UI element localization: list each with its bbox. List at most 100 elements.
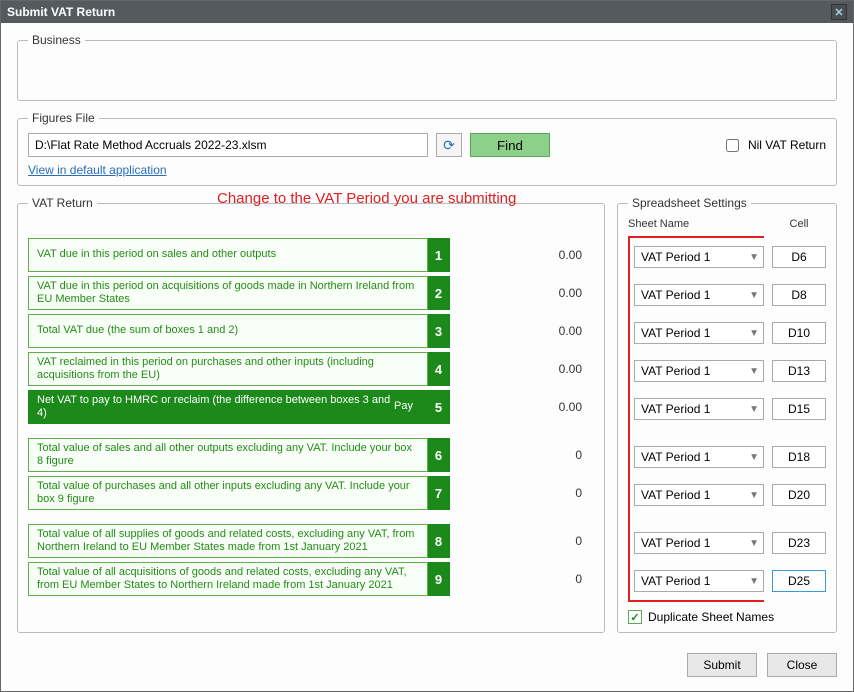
- vat-value-2: 0.00: [450, 276, 594, 310]
- cell-input-2[interactable]: [772, 284, 826, 306]
- chevron-down-icon: ▼: [749, 290, 759, 301]
- vat-value-1: 0.00: [450, 238, 594, 272]
- close-icon[interactable]: ✕: [831, 4, 847, 20]
- sheet-select-value: VAT Period 1: [641, 364, 710, 378]
- vat-row-9: Total value of all acquisitions of goods…: [28, 562, 594, 596]
- sheet-select-9[interactable]: VAT Period 1 ▼: [634, 570, 764, 592]
- vat-desc-2: VAT due in this period on acquisitions o…: [28, 276, 428, 310]
- sheet-select-value: VAT Period 1: [641, 326, 710, 340]
- sheet-select-5[interactable]: VAT Period 1▼: [634, 398, 764, 420]
- cell-column: [772, 236, 826, 602]
- sheet-row-9: VAT Period 1 ▼: [634, 564, 764, 598]
- chevron-down-icon: ▼: [749, 538, 759, 549]
- vat-row-4: VAT reclaimed in this period on purchase…: [28, 352, 594, 386]
- cell-row-7: [772, 478, 826, 512]
- nil-vat-wrap[interactable]: Nil VAT Return: [722, 136, 826, 155]
- main-row: Change to the VAT Period you are submitt…: [17, 196, 837, 633]
- figures-file-fieldset: Figures File ⟳ Find Nil VAT Return View …: [17, 111, 837, 186]
- cell-input-4[interactable]: [772, 360, 826, 382]
- vat-desc-text: Total value of all supplies of goods and…: [37, 528, 419, 554]
- sheet-select-value: VAT Period 1: [641, 536, 710, 550]
- refresh-icon: ⟳: [443, 137, 455, 154]
- sheet-row-6: VAT Period 1 ▼: [634, 440, 764, 474]
- cell-row-4: [772, 354, 826, 388]
- chevron-down-icon: ▼: [749, 452, 759, 463]
- cell-input-9[interactable]: [772, 570, 826, 592]
- box-number-6: 6: [428, 438, 450, 472]
- vat-row-2: VAT due in this period on acquisitions o…: [28, 276, 594, 310]
- sheet-select-1[interactable]: VAT Period 1▼: [634, 246, 764, 268]
- submit-button[interactable]: Submit: [687, 653, 757, 677]
- nil-vat-checkbox[interactable]: [726, 139, 739, 152]
- vat-return-fieldset: VAT Return VAT due in this period on sal…: [17, 196, 605, 633]
- vat-desc-text: Total value of all acquisitions of goods…: [37, 566, 419, 592]
- box-number-7: 7: [428, 476, 450, 510]
- vat-row-6: Total value of sales and all other outpu…: [28, 438, 594, 472]
- vat-value-5: 0.00: [450, 390, 594, 424]
- vat-desc-6: Total value of sales and all other outpu…: [28, 438, 428, 472]
- sheet-select-8[interactable]: VAT Period 1 ▼: [634, 532, 764, 554]
- cell-input-1[interactable]: [772, 246, 826, 268]
- sheet-select-value: VAT Period 1: [641, 450, 710, 464]
- sheet-row-1: VAT Period 1▼: [634, 240, 764, 274]
- sheet-select-value: VAT Period 1: [641, 574, 710, 588]
- sheet-select-6[interactable]: VAT Period 1 ▼: [634, 446, 764, 468]
- cell-row-1: [772, 240, 826, 274]
- cell-input-8[interactable]: [772, 532, 826, 554]
- sheet-select-3[interactable]: VAT Period 1 ▼: [634, 322, 764, 344]
- box-number-5: 5: [428, 390, 450, 424]
- view-default-link[interactable]: View in default application: [28, 163, 167, 177]
- cell-row-6: [772, 440, 826, 474]
- chevron-down-icon: ▼: [749, 404, 759, 415]
- file-path-input[interactable]: [28, 133, 428, 157]
- figures-file-legend: Figures File: [28, 111, 99, 125]
- vat-row-7: Total value of purchases and all other i…: [28, 476, 594, 510]
- sheet-row-5: VAT Period 1▼: [634, 392, 764, 426]
- vat-desc-7: Total value of purchases and all other i…: [28, 476, 428, 510]
- chevron-down-icon: ▼: [749, 576, 759, 587]
- vat-desc-text: Total value of sales and all other outpu…: [37, 442, 419, 468]
- figures-file-row: ⟳ Find Nil VAT Return: [28, 133, 826, 157]
- sheet-row-8: VAT Period 1 ▼: [634, 526, 764, 560]
- vat-value-8: 0: [450, 524, 594, 558]
- cell-row-2: [772, 278, 826, 312]
- sheet-select-4[interactable]: VAT Period 1▼: [634, 360, 764, 382]
- titlebar: Submit VAT Return ✕: [1, 1, 853, 23]
- vat-desc-text: Total value of purchases and all other i…: [37, 480, 419, 506]
- business-legend: Business: [28, 33, 85, 47]
- find-button[interactable]: Find: [470, 133, 550, 157]
- cell-input-6[interactable]: [772, 446, 826, 468]
- vat-desc-1: VAT due in this period on sales and othe…: [28, 238, 428, 272]
- vat-desc-8: Total value of all supplies of goods and…: [28, 524, 428, 558]
- vat-row-5: Net VAT to pay to HMRC or reclaim (the d…: [28, 390, 594, 424]
- box-number-3: 3: [428, 314, 450, 348]
- vat-value-3: 0.00: [450, 314, 594, 348]
- cell-input-7[interactable]: [772, 484, 826, 506]
- sheet-row-7: VAT Period 1▼: [634, 478, 764, 512]
- spreadsheet-rows-wrap: VAT Period 1 ▼ VAT Period 1 ▼ VAT Period 1 ▼ V…: [628, 236, 826, 602]
- footer: Submit Close: [1, 643, 853, 691]
- box-number-9: 9: [428, 562, 450, 596]
- spreadsheet-headers: Sheet Name Cell: [628, 218, 826, 230]
- close-button[interactable]: Close: [767, 653, 837, 677]
- sheet-select-7[interactable]: VAT Period 1▼: [634, 484, 764, 506]
- sheet-select-2[interactable]: VAT Period 1▼: [634, 284, 764, 306]
- vat-value-7: 0: [450, 476, 594, 510]
- cell-input-3[interactable]: [772, 322, 826, 344]
- vat-desc-text: VAT due in this period on sales and othe…: [37, 248, 276, 261]
- cell-row-3: [772, 316, 826, 350]
- box-number-2: 2: [428, 276, 450, 310]
- vat-desc-text: VAT reclaimed in this period on purchase…: [37, 356, 419, 382]
- duplicate-sheet-wrap[interactable]: ✓ Duplicate Sheet Names: [628, 610, 826, 624]
- vat-desc-text: Net VAT to pay to HMRC or reclaim (the d…: [37, 394, 394, 420]
- sheet-row-2: VAT Period 1▼: [634, 278, 764, 312]
- cell-row-5: [772, 392, 826, 426]
- chevron-down-icon: ▼: [749, 328, 759, 339]
- refresh-button[interactable]: ⟳: [436, 133, 462, 157]
- spreadsheet-legend: Spreadsheet Settings: [628, 196, 751, 210]
- vat-desc-4: VAT reclaimed in this period on purchase…: [28, 352, 428, 386]
- cell-input-5[interactable]: [772, 398, 826, 420]
- duplicate-checkbox[interactable]: ✓: [628, 610, 642, 624]
- pay-label: Pay: [394, 400, 419, 413]
- box-number-8: 8: [428, 524, 450, 558]
